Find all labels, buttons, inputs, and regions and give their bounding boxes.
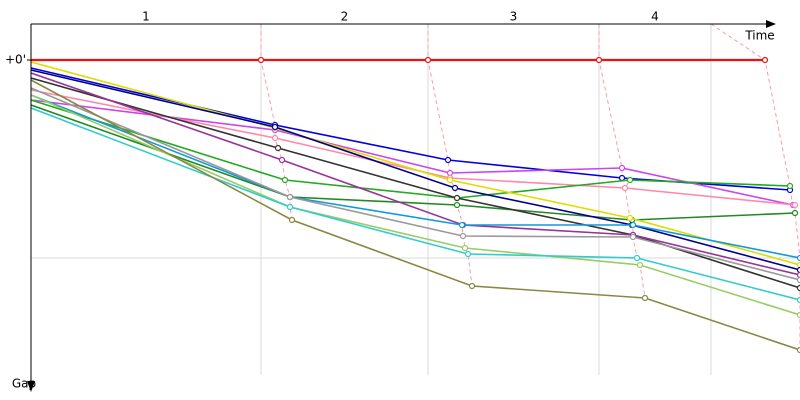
point: [796, 276, 800, 284]
point: [621, 184, 629, 192]
point: [618, 164, 626, 172]
x-axis-arrow: [766, 20, 776, 28]
point: [595, 56, 603, 64]
series-line: [30, 89, 796, 206]
lap-label: 3: [510, 10, 518, 24]
point: [796, 271, 800, 279]
point: [468, 282, 476, 290]
point: [796, 261, 800, 269]
point: [786, 182, 794, 190]
point: [286, 193, 294, 201]
point: [796, 346, 800, 354]
point: [451, 184, 459, 192]
series-line: [30, 104, 796, 221]
point: [633, 254, 641, 262]
point: [796, 266, 800, 274]
point: [796, 254, 800, 262]
point: [796, 296, 800, 304]
point: [281, 176, 289, 184]
point: [626, 214, 634, 222]
point: [453, 201, 461, 209]
point: [796, 284, 800, 292]
point: [791, 201, 799, 209]
point: [271, 134, 279, 142]
lap-label: 2: [341, 10, 349, 24]
series-line: [30, 67, 791, 191]
point: [288, 216, 296, 224]
point: [453, 194, 461, 202]
point: [618, 174, 626, 182]
y-tick-label: +0': [5, 53, 26, 67]
y-axis-arrow: [27, 381, 35, 392]
point: [459, 232, 467, 240]
point: [629, 233, 637, 241]
point: [458, 221, 466, 229]
lap-label: 1: [142, 10, 150, 24]
point: [626, 176, 634, 184]
series-line: [30, 94, 800, 316]
lap-label: 4: [651, 10, 659, 24]
x-axis-label: Time: [744, 29, 774, 43]
point: [446, 169, 454, 177]
series-line: [30, 79, 800, 351]
point: [424, 56, 432, 64]
point: [444, 156, 452, 164]
point: [278, 156, 286, 164]
point: [271, 123, 279, 131]
point: [636, 261, 644, 269]
point: [286, 203, 294, 211]
point: [629, 221, 637, 229]
point: [761, 56, 769, 64]
point: [641, 294, 649, 302]
lap-crossing: [598, 24, 646, 299]
point: [257, 56, 265, 64]
point: [446, 176, 454, 184]
point: [796, 311, 800, 319]
point: [461, 244, 469, 252]
point: [274, 144, 282, 152]
point: [464, 250, 472, 258]
point: [791, 209, 799, 217]
